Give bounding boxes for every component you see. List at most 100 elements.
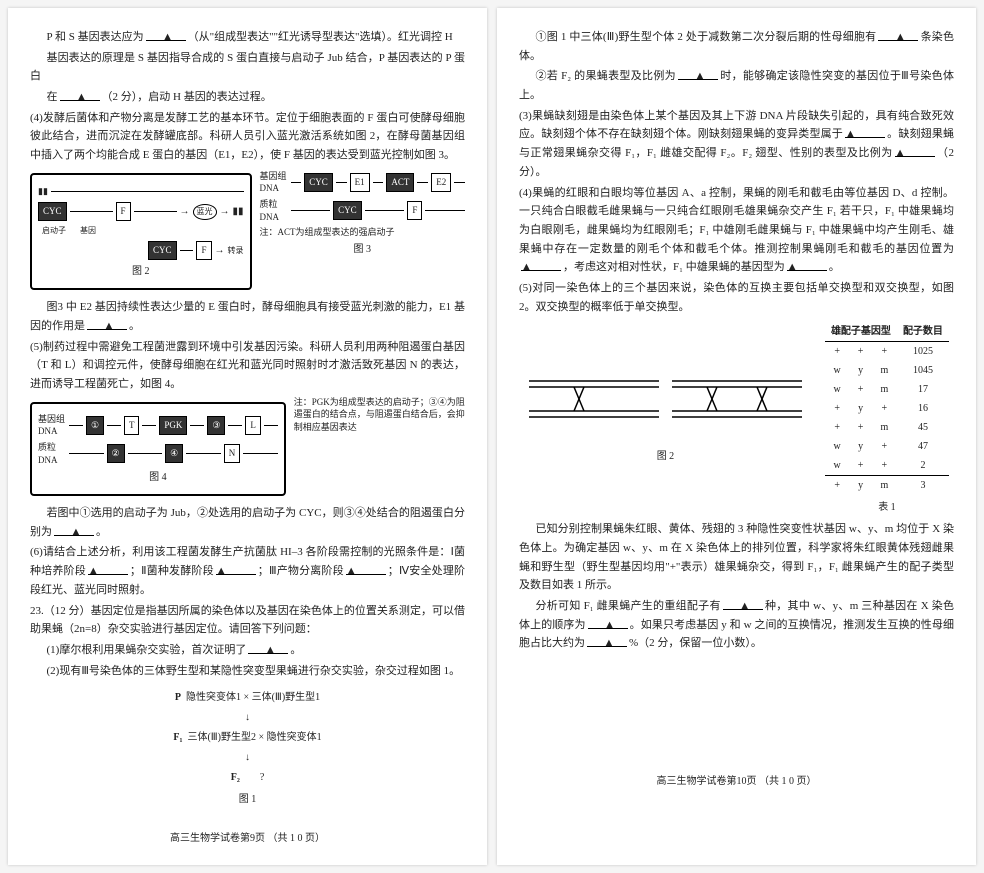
t: 分析可知 F₁ 雌果蝇产生的重组配子有 [536,600,721,612]
arrow-down-icon: ↓ [30,708,465,728]
fig2-3-row: ▮▮ CYCF → 蓝光 → ▮▮ 启动子基因 CYCF→转录 图 2 基因组D… [30,167,465,296]
crossover-icon [667,369,807,439]
text: 若图中①选用的启动子为 Jub，②处选用的启动子为 CYC，则③④处结合的阻遏蛋… [30,504,465,541]
cell: 2 [897,456,949,476]
cell: + [825,342,849,362]
table-row: +ym3 [825,476,949,496]
caption: 图 4 [38,469,278,486]
cell: y [849,399,871,418]
gene-row: CYCF→转录 [148,241,244,260]
blank: ▲ [346,562,386,575]
arrow-down-icon: ↓ [30,748,465,768]
t: F₂ [231,772,240,783]
caption: 图 1 [30,790,465,810]
table-row: +++1025 [825,342,949,362]
t: (1)摩尔根利用果蝇杂交实验，首次证明了 [47,644,247,656]
cell: w [825,361,849,380]
t: P [175,692,181,703]
t: 若图中①选用的启动子为 Jub，②处选用的启动子为 CYC，则③④处结合的阻遏蛋… [30,507,465,538]
text: 已知分别控制果蝇朱红眼、黄体、残翅的 3 种隐性突变性状基因 w、y、m 均位于… [519,520,954,595]
t: P 和 S 基因表达应为 [47,31,144,43]
text: 基因表达的原理是 S 基因指导合成的 S 蛋白直接与启动子 Jub 结合，P 基… [30,49,465,86]
q3: (3)果蝇缺刻翅是由染色体上某个基因及其上下游 DNA 片段缺失引起的，具有纯合… [519,107,954,182]
cell: + [872,456,897,476]
cell: + [872,399,897,418]
t: ②若 F₂ 的果蝇表型及比例为 [536,70,676,82]
arrow-icon: → [220,203,230,220]
footer: 高三生物学试卷第10页 （共 1 0 页） [519,773,954,790]
cell: 45 [897,418,949,437]
q23-1: (1)摩尔根利用果蝇杂交实验，首次证明了▲。 [30,641,465,660]
text: ②若 F₂ 的果蝇表型及比例为▲时，能够确定该隐性突变的基因位于Ⅲ号染色体上。 [519,67,954,104]
q5: (5)制药过程中需避免工程菌泄露到环境中引发基因污染。科研人员利用两种阻遏蛋白基… [30,338,465,394]
cell: m [872,380,897,399]
gene-row: 质粒DNA CYCF [260,198,466,223]
labels: 启动子基因 [42,224,244,238]
t: ，考虑这对相对性状，F₁ 中雄果蝇的基因型为 [563,261,785,273]
fig2-box: ▮▮ CYCF → 蓝光 → ▮▮ 启动子基因 CYCF→转录 图 2 [30,173,252,290]
cell: 47 [897,437,949,456]
t: ? [260,772,264,783]
cell: 1025 [897,342,949,362]
blank: ▲ [678,67,718,80]
gene: CYC [148,241,177,260]
t: 启动子 [42,224,66,238]
t: ；Ⅲ产物分离阶段 [258,565,344,577]
blank: ▲ [216,562,256,575]
gene-row: 基因组DNA ①TPGK③L [38,413,278,438]
q23-2: (2)现有Ⅲ号染色体的三体野生型和某隐性突变型果蝇进行杂交实验，杂交过程如图 1… [30,662,465,681]
gene: ④ [165,444,183,463]
gene: ① [86,416,104,435]
arrow-icon: → [215,242,225,259]
t: 在 [47,91,58,103]
blank: ▲ [787,258,827,271]
blank: ▲ [146,28,186,41]
cell: m [872,361,897,380]
arrow-icon: → [180,203,190,220]
blank: ▲ [895,144,935,157]
cell: 3 [897,476,949,496]
blank: ▲ [248,641,288,654]
gene: CYC [38,202,67,221]
cell: 1045 [897,361,949,380]
cell: m [872,418,897,437]
cell: 16 [897,399,949,418]
label: 基因组DNA [260,170,288,195]
cell: w [825,456,849,476]
text: 分析可知 F₁ 雌果蝇产生的重组配子有▲种，其中 w、y、m 三种基因在 X 染… [519,597,954,653]
cell: + [825,418,849,437]
footer: 高三生物学试卷第9页 （共 1 0 页） [30,830,465,847]
blank: ▲ [587,634,627,647]
gene: E1 [350,173,370,192]
label: 基因组DNA [38,413,66,438]
table-row: wym1045 [825,361,949,380]
note: 注：ACT为组成型表达的强启动子 [260,226,466,239]
text: P 和 S 基因表达应为▲（从"组成型表达""红光诱导型表达"选填）。红光调控 … [30,28,465,47]
blank: ▲ [845,125,885,138]
cell: + [825,476,849,496]
gene: CYC [333,201,362,220]
cell: y [849,361,871,380]
gene: ACT [386,173,414,192]
blank: ▲ [878,28,918,41]
fig3-box: 基因组DNA CYCE1ACTE2 质粒DNA CYCF 注：ACT为组成型表达… [260,167,466,260]
gene-row: ▮▮ [38,184,244,199]
gene-row: 质粒DNA ②④N [38,441,278,466]
gene: ③ [207,416,225,435]
table-row: w+m17 [825,380,949,399]
gene: N [224,444,241,463]
text: 在▲（2 分），启动 H 基因的表达过程。 [30,88,465,107]
q4: (4)发酵后菌体和产物分离是发酵工艺的基本环节。定位于细胞表面的 F 蛋白可使酵… [30,109,465,165]
caption: 图 3 [260,241,466,258]
cell: + [849,342,871,362]
gamete-table: 雄配子基因型配子数目 +++1025wym1045w+m17+y+16++m45… [825,322,949,495]
fig4-box: 基因组DNA ①TPGK③L 质粒DNA ②④N 图 4 [30,402,286,496]
fig4-row: 基因组DNA ①TPGK③L 质粒DNA ②④N 图 4 注：PGK为组成型表达… [30,396,465,502]
label: 质粒DNA [260,198,288,223]
t: (4)果蝇的红眼和白眼均等位基因 A、a 控制，果蝇的刚毛和截毛由等位基因 D、… [519,187,954,255]
th: 配子数目 [897,322,949,342]
page-9: P 和 S 基因表达应为▲（从"组成型表达""红光诱导型表达"选填）。红光调控 … [8,8,487,865]
cell: + [872,437,897,456]
gene: L [245,416,261,435]
t: 转录 [228,244,244,258]
